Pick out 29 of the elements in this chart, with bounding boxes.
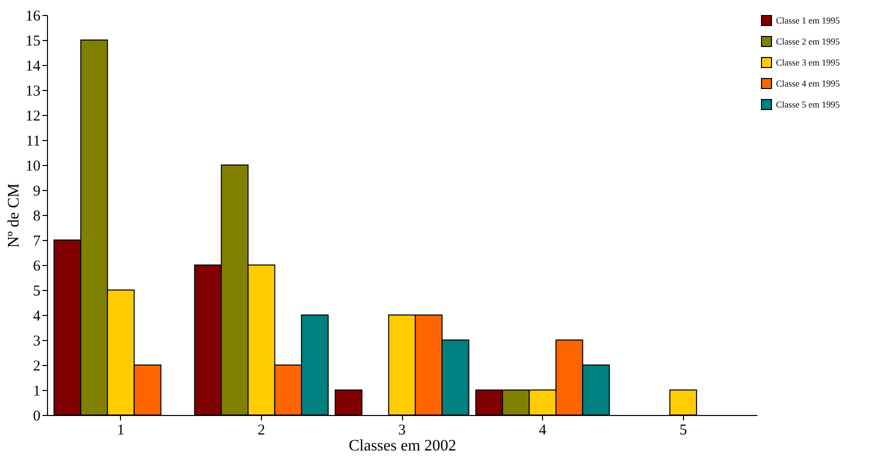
x-axis-title: Classes em 2002	[348, 438, 456, 454]
y-tick-label: 8	[33, 208, 40, 224]
legend-label: Classe 3 em 1995	[776, 58, 840, 68]
x-tick-label: 5	[679, 422, 687, 438]
legend-label: Classe 2 em 1995	[776, 36, 840, 46]
x-tick-label: 2	[258, 422, 266, 438]
y-tick-label: 13	[26, 84, 40, 100]
y-tick-label: 0	[33, 408, 40, 424]
y-tick-label: 5	[33, 284, 40, 300]
y-tick-label: 1	[33, 384, 40, 400]
y-tick-label: 16	[26, 8, 41, 24]
legend-label: Classe 1 em 1995	[776, 16, 840, 26]
y-tick-label: 6	[33, 258, 41, 274]
y-tick-label: 9	[33, 184, 40, 200]
x-tick-label: 4	[538, 422, 547, 438]
x-tick-label: 3	[398, 422, 406, 438]
y-tick-label: 7	[33, 234, 41, 250]
y-tick-label: 15	[26, 34, 40, 50]
y-tick-label: 3	[33, 334, 40, 350]
y-tick-label: 10	[26, 158, 40, 174]
y-tick-label: 11	[26, 134, 40, 150]
y-tick-label: 4	[33, 308, 41, 324]
y-tick-label: 2	[33, 358, 40, 374]
legend-label: Classe 4 em 1995	[776, 78, 840, 88]
y-tick-label: 12	[26, 108, 40, 124]
x-tick-label: 1	[117, 422, 125, 438]
legend-label: Classe 5 em 1995	[776, 100, 840, 110]
y-axis-title: Nº de CM	[6, 183, 22, 248]
y-tick-label: 14	[26, 58, 41, 74]
